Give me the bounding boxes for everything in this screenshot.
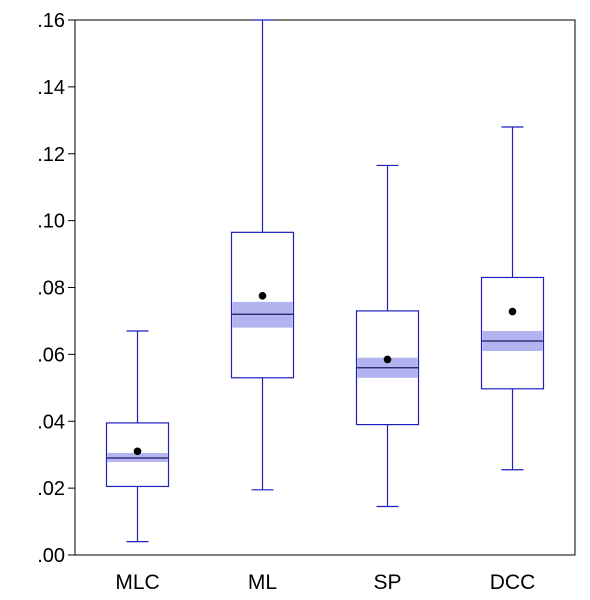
box-sp	[355, 164, 420, 508]
y-tick-label: .06	[37, 344, 65, 366]
x-axis: MLC ML SP DCC	[115, 571, 535, 594]
x-category-label: SP	[373, 571, 401, 594]
y-tick-label: .12	[37, 144, 65, 166]
y-tick-label: .10	[37, 211, 65, 233]
x-category-label: DCC	[490, 571, 536, 594]
box-dcc	[480, 126, 545, 471]
iqr-box	[480, 276, 545, 390]
mean-point	[508, 307, 517, 316]
y-tick-label: .08	[37, 278, 65, 300]
y-tick-label: .00	[37, 545, 65, 567]
mean-point	[383, 355, 392, 364]
box-mlc	[105, 330, 170, 543]
y-tick-label: .16	[37, 10, 65, 32]
iqr-box	[105, 422, 170, 488]
box-ml	[230, 19, 295, 491]
mean-point	[258, 292, 267, 300]
boxes-layer	[105, 19, 545, 543]
y-tick-label: .02	[37, 478, 65, 500]
plot-frame	[74, 19, 576, 556]
x-category-label: ML	[248, 571, 277, 594]
iqr-box	[230, 231, 295, 379]
y-axis: .00 .02 .04 .06 .08 .10 .12 .14 .16	[37, 10, 75, 567]
x-category-label: MLC	[115, 571, 159, 594]
y-tick-label: .14	[37, 77, 65, 99]
y-tick-label: .04	[37, 411, 65, 433]
mean-point	[133, 447, 142, 456]
